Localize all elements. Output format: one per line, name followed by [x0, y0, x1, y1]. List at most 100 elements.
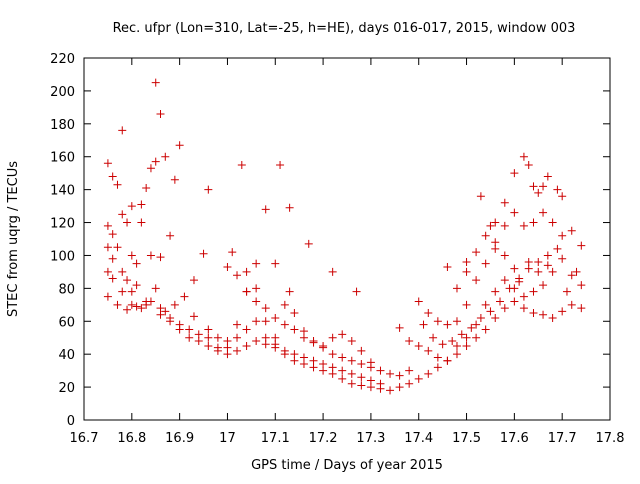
data-point: [252, 297, 261, 306]
data-point: [285, 287, 294, 296]
data-point: [156, 304, 165, 313]
data-point: [515, 277, 524, 286]
data-point: [577, 304, 586, 313]
data-point: [204, 185, 213, 194]
data-point: [405, 366, 414, 375]
data-point: [491, 218, 500, 227]
data-point: [529, 182, 538, 191]
data-point: [233, 346, 242, 355]
data-point: [319, 366, 328, 375]
data-point: [548, 313, 557, 322]
data-point: [491, 244, 500, 253]
x-tick-label: 17.6: [500, 431, 529, 446]
data-point: [486, 221, 495, 230]
data-point: [123, 305, 132, 314]
data-point: [438, 340, 447, 349]
data-point: [280, 300, 289, 309]
data-point: [103, 221, 112, 230]
data-point: [481, 231, 490, 240]
data-point: [548, 267, 557, 276]
data-point: [108, 254, 117, 263]
data-point: [151, 157, 160, 166]
data-point: [467, 323, 476, 332]
data-point: [539, 182, 548, 191]
data-point: [108, 172, 117, 181]
data-point: [558, 254, 567, 263]
data-point: [433, 353, 442, 362]
data-point: [481, 259, 490, 268]
data-point: [252, 259, 261, 268]
data-point: [543, 261, 552, 270]
data-point: [519, 292, 528, 301]
data-point: [567, 226, 576, 235]
data-point: [539, 208, 548, 217]
data-point: [529, 309, 538, 318]
data-point: [558, 307, 567, 316]
data-point: [534, 188, 543, 197]
data-point: [443, 262, 452, 271]
data-point: [132, 302, 141, 311]
data-point: [166, 313, 175, 322]
data-point: [433, 317, 442, 326]
data-point: [166, 231, 175, 240]
data-point: [553, 185, 562, 194]
data-point: [252, 337, 261, 346]
data-point: [194, 330, 203, 339]
data-point: [285, 203, 294, 212]
data-point: [524, 160, 533, 169]
data-point: [108, 230, 117, 239]
data-point: [405, 337, 414, 346]
data-point: [290, 309, 299, 318]
data-point: [199, 249, 208, 258]
data-point: [242, 341, 251, 350]
data-point: [357, 373, 366, 382]
data-point: [357, 346, 366, 355]
data-point: [137, 218, 146, 227]
y-axis: 0 20 40 60 80 100 120 140 160 180 200 220: [50, 52, 610, 429]
data-point: [429, 333, 438, 342]
y-tick-label: 80: [58, 282, 75, 297]
x-tick-label: 16.8: [117, 431, 146, 446]
data-point: [213, 333, 222, 342]
data-point: [357, 360, 366, 369]
data-point: [223, 262, 232, 271]
data-point: [433, 363, 442, 372]
data-point: [103, 292, 112, 301]
data-point: [366, 383, 375, 392]
data-point: [151, 284, 160, 293]
data-point: [261, 304, 270, 313]
data-point: [395, 323, 404, 332]
data-point: [472, 276, 481, 285]
data-point: [524, 264, 533, 273]
data-point: [491, 313, 500, 322]
data-point: [481, 300, 490, 309]
data-point: [562, 287, 571, 296]
x-tick-label: 16.7: [70, 431, 99, 446]
data-point: [500, 251, 509, 260]
data-point: [553, 244, 562, 253]
data-point: [386, 369, 395, 378]
data-point: [448, 337, 457, 346]
data-point: [242, 325, 251, 334]
x-tick-label: 17.5: [452, 431, 481, 446]
data-point: [146, 297, 155, 306]
data-point: [233, 320, 242, 329]
data-point: [395, 383, 404, 392]
data-point: [519, 152, 528, 161]
data-point: [519, 221, 528, 230]
data-point: [338, 374, 347, 383]
data-point: [443, 320, 452, 329]
data-point: [233, 333, 242, 342]
data-point: [543, 172, 552, 181]
data-point: [462, 258, 471, 267]
data-point: [132, 259, 141, 268]
data-point: [496, 297, 505, 306]
data-point: [271, 343, 280, 352]
data-point: [491, 287, 500, 296]
data-point: [510, 264, 519, 273]
data-point: [113, 300, 122, 309]
y-tick-label: 160: [50, 151, 75, 166]
data-point: [261, 205, 270, 214]
x-tick-label: 17.1: [261, 431, 290, 446]
data-point: [309, 363, 318, 372]
